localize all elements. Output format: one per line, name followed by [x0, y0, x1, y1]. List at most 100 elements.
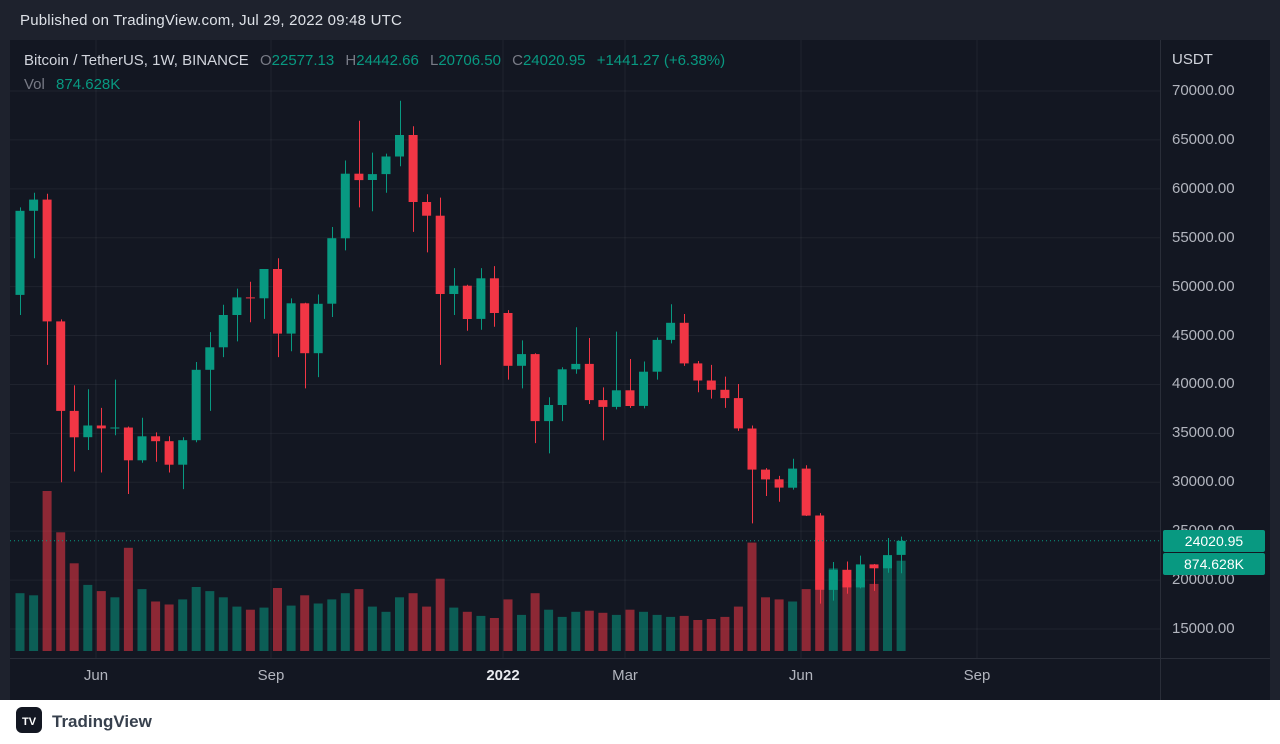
- candle-body: [435, 215, 445, 294]
- chart-canvas[interactable]: [10, 40, 1270, 700]
- volume-bar: [584, 610, 594, 651]
- candle-body: [273, 269, 282, 334]
- volume-bar: [178, 599, 188, 651]
- time-tick-label: Sep: [963, 667, 991, 684]
- candle-body: [679, 322, 689, 364]
- volume-bar: [56, 532, 66, 651]
- candle-body: [367, 174, 377, 180]
- candle-body: [801, 468, 811, 516]
- close-value: 24020.95: [522, 52, 586, 69]
- candle-body: [571, 363, 581, 370]
- volume-bar: [747, 542, 757, 651]
- volume-bar: [489, 618, 499, 651]
- candle-body: [15, 210, 25, 295]
- close-label: C: [512, 52, 523, 69]
- volume-bar: [462, 611, 472, 651]
- volume-bar: [666, 616, 676, 651]
- open-label: O: [259, 52, 272, 69]
- candle-body: [733, 398, 743, 429]
- candle-body: [517, 354, 526, 366]
- candle-body: [340, 173, 350, 239]
- candle-body: [896, 540, 906, 555]
- volume-bar: [598, 612, 608, 651]
- chart-panel: Bitcoin / TetherUS, 1W, BINANCE O22577.1…: [10, 40, 1270, 700]
- volume-bar: [313, 603, 323, 651]
- open-value: 22577.13: [271, 52, 335, 69]
- volume-bar: [354, 589, 364, 651]
- volume-bar: [449, 607, 459, 651]
- volume-bar: [367, 606, 377, 651]
- volume-bar: [720, 616, 730, 651]
- candle-body: [489, 278, 499, 313]
- candle-body: [869, 564, 879, 569]
- candle-body: [83, 425, 93, 438]
- candle-body: [462, 285, 472, 319]
- candle-body: [245, 297, 255, 299]
- brand-name[interactable]: TradingView: [52, 712, 152, 731]
- low-value: 20706.50: [438, 52, 501, 69]
- volume-bar: [625, 609, 635, 651]
- candle-body: [164, 441, 174, 465]
- candle-body: [300, 303, 310, 354]
- volume-bar: [191, 587, 201, 651]
- candle-body: [611, 390, 621, 407]
- volume-bar: [828, 568, 838, 651]
- candle-body: [761, 469, 770, 480]
- candle-body: [259, 269, 269, 299]
- volume-bar: [15, 593, 25, 651]
- volume-bar: [286, 605, 296, 651]
- volume-bar: [869, 583, 879, 651]
- volume-bar: [530, 593, 540, 651]
- footer-bar: TV TradingView: [0, 700, 1280, 744]
- volume-bar: [300, 595, 310, 651]
- time-tick-label: 2022: [486, 667, 520, 684]
- candle-body: [747, 428, 757, 470]
- volume-bar: [733, 606, 743, 651]
- candle-body: [666, 322, 676, 340]
- volume-bar: [896, 560, 906, 651]
- volume-bar: [842, 583, 852, 651]
- candle-body: [530, 354, 540, 422]
- candle-body: [544, 405, 554, 422]
- candle-body: [395, 135, 404, 157]
- volume-bar: [42, 491, 52, 651]
- candle-body: [449, 285, 459, 294]
- candle-body: [652, 339, 662, 372]
- volume-bar: [151, 601, 161, 651]
- candle-body: [381, 156, 391, 175]
- last-volume-badge: 874.628K: [1163, 552, 1265, 575]
- volume-bar: [123, 547, 133, 651]
- legend-row-symbol: Bitcoin / TetherUS, 1W, BINANCE O22577.1…: [24, 49, 725, 73]
- volume-bar: [652, 614, 662, 651]
- candle-body: [42, 199, 52, 322]
- volume-bar: [164, 604, 174, 651]
- high-value: 24442.66: [356, 52, 419, 69]
- volume-bar: [69, 563, 79, 651]
- volume-value: 874.628K: [56, 76, 121, 93]
- candle-body: [828, 569, 838, 590]
- volume-bar: [801, 589, 811, 651]
- time-scale[interactable]: Jun Sep 2022 Mar Jun Sep: [10, 658, 1160, 700]
- volume-bar: [395, 597, 404, 651]
- symbol-title: Bitcoin / TetherUS, 1W, BINANCE: [24, 52, 249, 69]
- volume-bar: [83, 584, 93, 651]
- volume-bar: [611, 614, 621, 651]
- candle-body: [774, 479, 784, 488]
- candle-body: [720, 389, 730, 399]
- tradingview-logo-icon[interactable]: TV: [16, 706, 42, 738]
- volume-bar: [29, 595, 39, 651]
- time-tick-label: Sep: [257, 667, 285, 684]
- low-label: L: [430, 52, 439, 69]
- candle-body: [137, 436, 147, 461]
- candle-body: [218, 315, 228, 348]
- volume-bar: [232, 606, 242, 651]
- candle-body: [205, 347, 215, 370]
- candle-body: [327, 238, 337, 304]
- candle-body: [842, 569, 852, 588]
- volume-bar: [788, 601, 798, 651]
- high-label: H: [345, 52, 357, 69]
- candle-body: [422, 202, 432, 216]
- candle-body: [788, 468, 798, 488]
- candle-body: [598, 400, 608, 407]
- volume-bar: [137, 589, 147, 651]
